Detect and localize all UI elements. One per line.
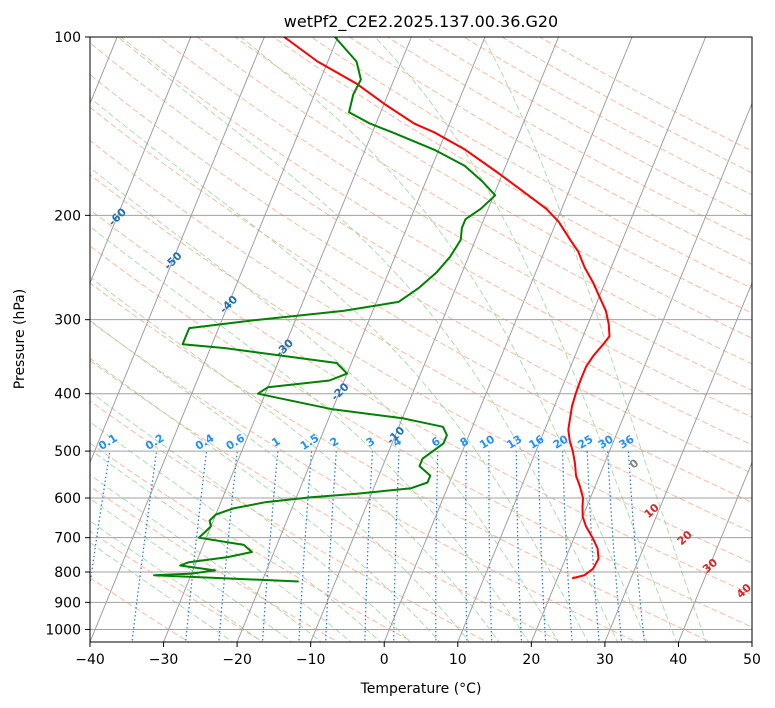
isotherm-line: [236, 37, 486, 642]
x-tick-label: −20: [222, 652, 252, 668]
dry-adiabat-line: [158, 37, 752, 391]
isotherm-line: [90, 37, 265, 464]
isotherm-line: [457, 37, 707, 642]
moist-adiabat-line: [482, 37, 707, 642]
isotherm-line: [310, 37, 560, 642]
x-tick-label: 10: [449, 652, 467, 668]
x-tick-label: −10: [296, 652, 326, 668]
isotherm-line: [677, 461, 752, 642]
dry-adiabat-line: [90, 106, 752, 503]
y-tick-label: 300: [54, 313, 81, 329]
mixing-ratio-line: [537, 451, 547, 642]
y-tick-label: 500: [54, 444, 81, 460]
moist-adiabat-line: [90, 391, 411, 642]
dry-adiabat-line: [90, 139, 752, 533]
isotherm-line: [530, 102, 752, 642]
dry-adiabat-line: [120, 37, 752, 418]
moist-adiabat-line: [90, 357, 441, 642]
moist-adiabat-line: [90, 474, 323, 642]
dry-adiabat-line: [90, 74, 752, 474]
x-tick-label: 40: [670, 652, 688, 668]
moist-adiabat-line: [90, 541, 234, 642]
x-tick-label: −40: [75, 652, 105, 668]
moist-adiabat-line: [90, 497, 293, 642]
dry-adiabat-line: [272, 37, 752, 314]
y-axis-label: Pressure (hPa): [12, 289, 28, 389]
x-tick-label: 0: [380, 652, 389, 668]
mixing-ratio-line: [364, 451, 373, 642]
mixing-ratio-lines: [90, 451, 645, 642]
temperature-profile-line: [283, 37, 611, 580]
moist-adiabat-line: [90, 421, 382, 642]
sounding-profiles: [153, 37, 611, 583]
y-tick-label: 900: [54, 595, 81, 611]
y-tick-label: 200: [54, 208, 81, 224]
isotherms: [90, 37, 752, 642]
x-tick-label: 50: [743, 652, 761, 668]
mixing-ratio-line: [488, 451, 493, 642]
isotherm-line: [90, 37, 192, 285]
y-tick-label: 700: [54, 531, 81, 547]
dry-adiabat-line: [90, 209, 752, 596]
mixing-ratio-line: [465, 451, 468, 642]
moist-adiabat-line: [90, 448, 352, 642]
x-tick-label: 20: [522, 652, 540, 668]
isotherm-line: [163, 37, 412, 642]
isotherm-line: [90, 37, 339, 642]
x-tick-label: 30: [596, 652, 614, 668]
x-axis: −40 −30 −20 −10 0 10 20 30 40 50: [75, 642, 761, 668]
moist-adiabat-line: [90, 276, 500, 642]
isotherm-line: [604, 281, 752, 642]
y-axis: 100 200 300 400 500 600 700 800 900 1000: [45, 30, 90, 638]
chart-title: wetPf2_C2E2.2025.137.00.36.G20: [284, 12, 558, 32]
isotherm-line: [383, 37, 633, 642]
moist-adiabat-line: [90, 520, 264, 642]
y-tick-label: 100: [54, 30, 81, 46]
mixing-ratio-line: [393, 451, 400, 642]
y-tick-label: 1000: [45, 622, 81, 638]
plot-frame: [89, 36, 753, 643]
dewpoint-profile-line: [153, 37, 497, 583]
y-tick-label: 400: [54, 387, 81, 403]
x-axis-label: Temperature (°C): [360, 681, 482, 697]
dry-adiabat-line: [90, 320, 638, 642]
mixing-ratio-line: [515, 451, 523, 642]
y-tick-label: 800: [54, 565, 81, 581]
dry-adiabat-line: [196, 37, 752, 365]
y-tick-label: 600: [54, 491, 81, 507]
mixing-ratio-line: [435, 451, 439, 642]
dry-adiabat-line: [90, 42, 752, 446]
x-tick-label: −30: [149, 652, 179, 668]
